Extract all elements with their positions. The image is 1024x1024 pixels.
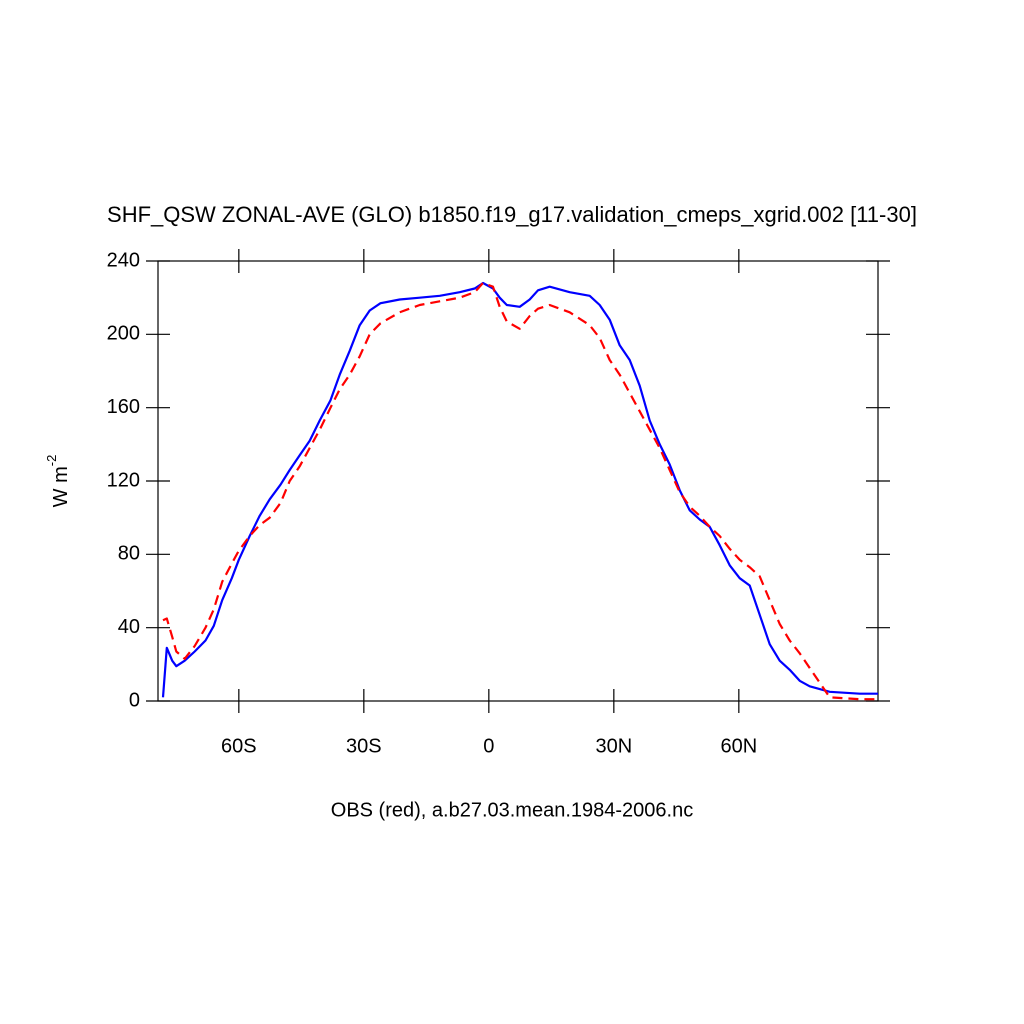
x-tick-label: 0: [483, 735, 494, 757]
x-tick-label: 30S: [346, 735, 382, 757]
y-tick-label: 40: [118, 616, 140, 638]
series-line: [162, 281, 878, 701]
chart-title: SHF_QSW ZONAL-AVE (GLO) b1850.f19_g17.va…: [107, 202, 917, 227]
y-axis-label-text: W m: [50, 466, 72, 507]
y-axis-label: W m-2: [44, 455, 72, 508]
y-axis-label-superscript: -2: [44, 455, 59, 467]
series-line: [161, 281, 878, 698]
y-tick-label: 240: [107, 249, 140, 271]
y-tick-label: 0: [129, 689, 140, 711]
x-tick-label: 30N: [595, 735, 632, 757]
y-tick-label: 80: [118, 543, 140, 565]
y-tick-label: 160: [107, 396, 140, 418]
x-axis-label: OBS (red), a.b27.03.mean.1984-2006.nc: [331, 799, 693, 821]
y-tick-label: 120: [107, 469, 140, 491]
x-tick-label: 60N: [720, 735, 757, 757]
y-tick-label: 200: [107, 323, 140, 345]
x-tick-label: 60S: [221, 735, 257, 757]
